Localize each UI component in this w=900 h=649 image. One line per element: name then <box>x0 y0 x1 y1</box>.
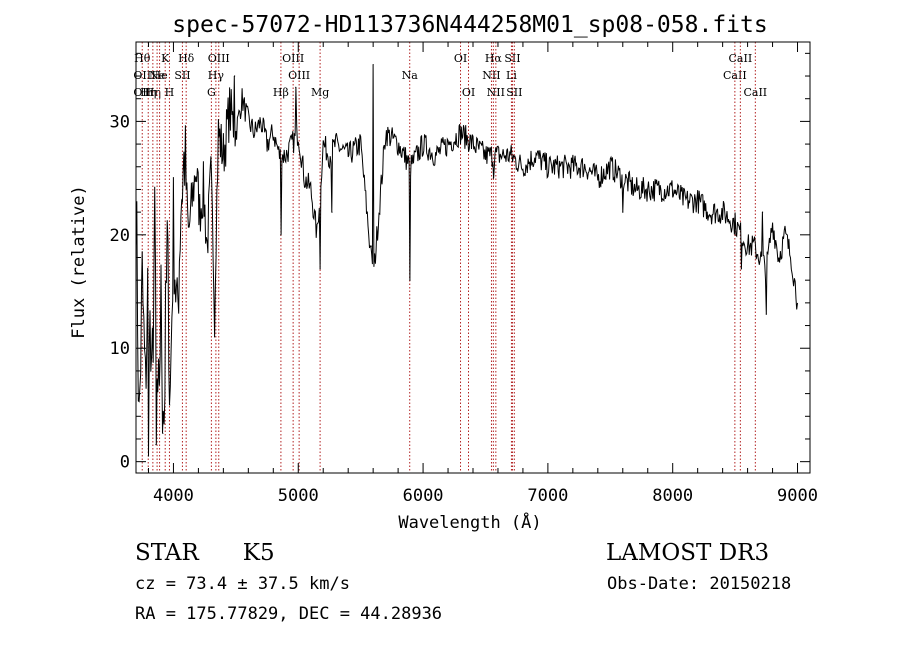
absorption-dip-9 <box>409 279 411 281</box>
line-marker-label: OII <box>133 69 151 82</box>
line-marker-label: Li <box>506 69 517 82</box>
line-markers: HθOIIOIIHηHηNeHeKHSIIHδGHγOIIIHβOIIIOIII… <box>133 42 767 473</box>
survey-name: LAMOST DR3 <box>606 540 770 566</box>
series-layer <box>135 64 798 457</box>
absorption-dip-5 <box>280 234 282 236</box>
absorption-dip-8 <box>370 245 372 247</box>
y-tick-label: 20 <box>110 226 130 246</box>
x-tick-label: 8000 <box>652 486 693 506</box>
line-marker-label: Na <box>402 69 419 82</box>
line-marker-label: G <box>207 86 216 99</box>
line-marker-label: Hη <box>145 86 161 99</box>
line-marker-label: Hη <box>140 86 156 99</box>
line-marker-label: OI <box>454 52 467 65</box>
line-marker-label: Hβ <box>273 86 289 99</box>
absorption-dip-4 <box>214 336 216 338</box>
chart-title: spec-57072-HD113736N444258M01_sp08-058.f… <box>172 12 767 38</box>
flux-series-line <box>135 64 798 457</box>
absorption-dip-1 <box>155 444 157 446</box>
line-marker-label: OIII <box>208 52 230 65</box>
line-marker-label: OIII <box>288 69 310 82</box>
x-axis-label: Wavelength (Å) <box>398 511 541 533</box>
x-tick-label: 7000 <box>527 486 568 506</box>
line-marker-label: Hα <box>485 52 503 65</box>
line-marker-label: OI <box>462 86 475 99</box>
axes: 4000 5000 6000 7000 8000 9000 0 10 20 30 <box>110 41 818 506</box>
line-marker-label: CaII <box>729 52 753 65</box>
absorption-dip-12 <box>740 268 742 270</box>
emission-spike-2 <box>372 64 374 66</box>
emission-spike-1 <box>295 86 297 88</box>
line-marker-label: Hγ <box>208 69 225 82</box>
line-marker-label: Hδ <box>178 52 195 65</box>
line-marker-label: CaII <box>743 86 767 99</box>
line-marker-label: H <box>165 86 175 99</box>
y-tick-label: 30 <box>110 112 130 132</box>
line-marker-label: OII <box>133 86 151 99</box>
x-tick-label: 9000 <box>777 486 818 506</box>
y-tick-label: 10 <box>110 339 130 359</box>
line-marker-label: NII <box>482 69 500 82</box>
y-axis-label: Flux (relative) <box>69 185 89 339</box>
emission-spike-0 <box>234 75 236 77</box>
x-tick-label: 4000 <box>153 486 194 506</box>
line-marker-label: SII <box>174 69 190 82</box>
object-type: STAR <box>135 540 199 566</box>
absorption-dip-7 <box>331 211 333 213</box>
x-tick-label: 5000 <box>278 486 319 506</box>
line-marker-label: K <box>161 52 170 65</box>
emission-spike-3 <box>761 211 764 213</box>
absorption-dip-3 <box>169 404 171 406</box>
line-marker-label: CaII <box>723 69 747 82</box>
line-marker-label: Ne <box>149 69 165 82</box>
absorption-dip-0 <box>147 455 150 457</box>
spectral-subclass: K5 <box>242 540 275 566</box>
line-marker-label: SII <box>504 52 520 65</box>
line-marker-label: Hθ <box>134 52 151 65</box>
absorption-dip-11 <box>622 211 624 213</box>
absorption-dip-10 <box>492 177 494 179</box>
line-marker-label: OIII <box>282 52 304 65</box>
line-marker-label: He <box>152 69 168 82</box>
absorption-dip-13 <box>765 313 767 315</box>
line-marker-label: Mg <box>311 86 329 99</box>
y-tick-label: 0 <box>120 453 130 473</box>
object-classification: STAR K5 <box>135 540 275 566</box>
x-tick-label: 6000 <box>403 486 444 506</box>
line-marker-label: SII <box>506 86 522 99</box>
redshift-velocity: cz = 73.4 ± 37.5 km/s <box>135 574 350 594</box>
observation-date: Obs-Date: 20150218 <box>607 574 792 594</box>
absorption-dip-6 <box>319 268 321 270</box>
line-marker-label: NII <box>487 86 505 99</box>
plot-frame <box>135 41 811 474</box>
absorption-dip-2 <box>162 432 164 434</box>
sky-coordinates: RA = 175.77829, DEC = 44.28936 <box>135 604 443 624</box>
